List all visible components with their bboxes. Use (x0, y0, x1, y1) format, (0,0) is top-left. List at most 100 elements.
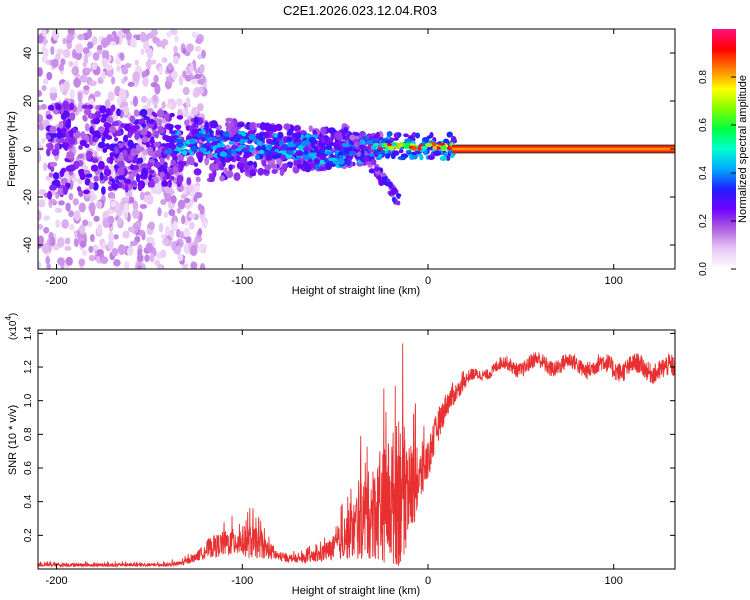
spectrogram-cell (91, 35, 98, 46)
spectrogram-cell (208, 130, 214, 134)
spectrogram-cell (111, 183, 119, 191)
spectrogram-cell (132, 156, 138, 162)
spectrogram-cell (54, 207, 63, 214)
spectrogram-cell (195, 184, 200, 193)
spectrogram-cell (139, 31, 147, 43)
spectrogram-cell (190, 245, 198, 257)
spectrogram-cell (327, 127, 336, 134)
spectrogram-cell (59, 83, 65, 93)
spectrogram-cell (182, 70, 187, 79)
spectrogram-cell (62, 100, 70, 110)
spectrogram-cell (158, 222, 164, 233)
spectrogram-cell (314, 163, 320, 171)
spectrogram-cell (349, 134, 356, 141)
spectrogram-cell (218, 147, 225, 151)
spectrogram-cell (64, 237, 71, 245)
spectrogram-cell (278, 146, 286, 151)
spectrogram-cell (145, 242, 154, 252)
y-tick-label: 40 (22, 47, 34, 59)
spectrogram-cell (113, 137, 119, 142)
spectrogram-cell (281, 164, 287, 170)
spectrogram-cell (443, 138, 450, 144)
spectrogram-cell (68, 210, 75, 218)
spectrogram-frame (37, 28, 676, 270)
spectrogram-cell (197, 228, 203, 237)
spectrogram-cell (49, 161, 58, 167)
spectrogram-cell (182, 86, 190, 96)
spectrogram-cell (121, 101, 129, 107)
spectrogram-cell (189, 62, 194, 74)
spectrogram-cell (161, 41, 166, 50)
spectrogram-cell (91, 158, 98, 164)
spectrogram-cell (163, 161, 168, 168)
spectrogram-cell (184, 74, 192, 82)
spectrogram-cell (48, 172, 54, 178)
spectrogram-cell (152, 94, 158, 103)
spectrogram-cell (150, 178, 155, 187)
spectrogram-cell (100, 241, 107, 250)
spectrogram-cell (294, 132, 302, 140)
spectrogram-cell (127, 139, 134, 149)
spectrogram-cell (377, 146, 383, 150)
spectrogram-cell (160, 249, 167, 259)
spectrogram-cell (377, 175, 382, 182)
y-tick-label: -40 (22, 237, 34, 253)
spectrogram-cell (257, 167, 265, 176)
colorbar-ticks: 0.0 0.2 0.4 0.6 0.8 (698, 70, 736, 276)
spectrogram-cell (138, 157, 144, 164)
spectrogram-cell (216, 137, 225, 141)
spectrogram-cell (117, 166, 125, 176)
spectrogram-cell (179, 230, 184, 239)
spectrogram-cell (149, 252, 155, 263)
spectrogram-cell (173, 55, 180, 65)
spectrogram-cell (103, 168, 112, 177)
spectrogram-cell (61, 219, 69, 229)
snr-exponent-close: ) (8, 313, 19, 316)
spectrogram-cell (194, 68, 200, 74)
spectrogram-cell (387, 145, 395, 151)
spectrogram-cell (259, 150, 265, 155)
spectrogram-cell (303, 163, 312, 173)
spectrogram-cell (38, 34, 44, 44)
spectrogram-cell (305, 134, 311, 138)
spectrogram-cell (259, 145, 267, 150)
spectrogram-cell (420, 145, 428, 150)
spectrogram-cell (313, 146, 319, 151)
spectrogram-cell (89, 126, 94, 135)
spectrogram-cell (169, 29, 178, 36)
spectrogram-cell (76, 33, 85, 41)
spectrogram-cell (313, 158, 321, 165)
spectrogram-cell (296, 163, 305, 169)
spectrogram-cell (87, 41, 94, 49)
snr-exponent-power: 4 (4, 316, 13, 321)
spectrogram-cell (196, 87, 205, 95)
spectrogram-cell (271, 169, 278, 174)
spectrogram-cell (88, 254, 96, 262)
spectrogram-cell (176, 174, 184, 184)
spectrogram-cell (372, 142, 380, 147)
snr-exponent-base: (x10 (8, 320, 19, 340)
spectrogram-cell (184, 197, 191, 204)
spectrogram-cell (170, 160, 177, 166)
spectrogram-cell (186, 177, 192, 186)
spectrogram-cell (140, 48, 145, 55)
spectrogram-cell (41, 242, 50, 254)
spectrogram-cell (173, 150, 179, 155)
spectrogram-cell (116, 65, 121, 72)
spectrogram-cell (239, 167, 245, 174)
spectrogram-cell (82, 61, 87, 68)
spectrogram-cell (96, 200, 103, 209)
spectrogram-cell (91, 63, 98, 70)
spectrogram-cell (110, 201, 117, 208)
spectrogram-cell (129, 115, 136, 124)
spectrogram-cell (174, 124, 182, 129)
colorbar-tick-label: 0.2 (698, 214, 709, 228)
spectrogram-cell (156, 109, 165, 118)
spectrogram-cell (162, 237, 169, 246)
spectrogram-cell (47, 190, 53, 200)
spectrogram-cell (49, 86, 57, 94)
spectrogram-cell (47, 142, 54, 151)
spectrogram-cell (132, 95, 139, 107)
spectrogram-cell (243, 163, 249, 170)
spectrogram-cell (114, 146, 119, 154)
